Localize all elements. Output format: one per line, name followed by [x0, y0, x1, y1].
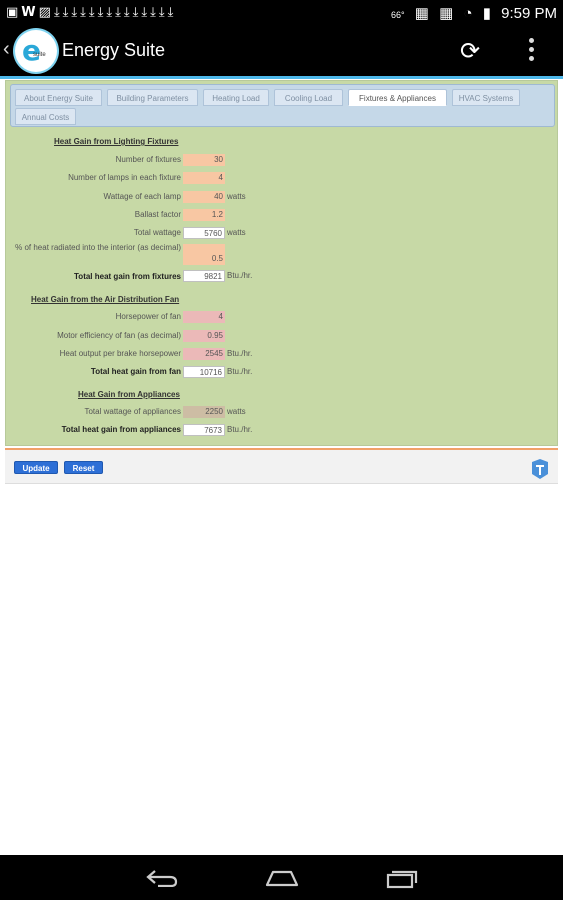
tab-heating-load[interactable]: Heating Load — [203, 89, 269, 106]
overflow-menu-icon[interactable] — [527, 36, 535, 64]
label-heat-output-bhp: Heat output per brake horsepower — [59, 349, 181, 358]
logo-letter: e — [22, 34, 41, 67]
output-total-heat-fixtures: 9821 — [183, 270, 225, 282]
output-total-heat-fan: 10716 — [183, 366, 225, 378]
calendar-icon: ▦ — [439, 5, 454, 22]
nav-back-icon[interactable] — [146, 869, 178, 887]
input-lamp-wattage[interactable]: 40 — [183, 191, 225, 203]
brand-logo-icon — [532, 459, 548, 479]
tab-hvac-systems[interactable]: HVAC Systems — [452, 89, 520, 106]
unit-appliance-wattage: watts — [227, 407, 246, 416]
input-fan-horsepower[interactable]: 4 — [183, 311, 225, 323]
battery-icon: ▮ — [482, 5, 491, 22]
image-icon: ▨ — [38, 5, 54, 20]
app-title: Energy Suite — [62, 40, 166, 60]
logo-subtext: suite — [33, 52, 46, 58]
unit-heat-output-bhp: Btu./hr. — [227, 349, 253, 358]
tab-about-energy-suite[interactable]: About Energy Suite — [15, 89, 102, 106]
update-button[interactable]: Update — [14, 461, 58, 474]
label-lamp-wattage: Wattage of each lamp — [103, 192, 181, 201]
tab-bar: About Energy Suite Building Parameters H… — [10, 84, 555, 127]
label-motor-efficiency: Motor efficiency of fan (as decimal) — [57, 331, 181, 340]
label-fan-horsepower: Horsepower of fan — [115, 312, 181, 321]
notification-icons: ▣W▨⤓⤓⤓⤓⤓⤓⤓⤓⤓⤓⤓⤓⤓⤓ — [6, 5, 176, 20]
label-heat-radiated: % of heat radiated into the interior (as… — [15, 243, 181, 252]
action-bar: ‹ e suite Energy Suite ⟳ — [0, 27, 563, 76]
unit-lamp-wattage: watts — [227, 192, 246, 201]
unit-total-heat-fixtures: Btu./hr. — [227, 271, 253, 280]
nav-home-icon[interactable] — [265, 869, 299, 887]
tab-annual-costs[interactable]: Annual Costs — [15, 108, 76, 125]
gallery-icon: ▣ — [6, 5, 22, 20]
fan-section-title: Heat Gain from the Air Distribution Fan — [31, 295, 180, 304]
download-icon: ⤓⤓⤓⤓⤓⤓⤓⤓⤓⤓⤓⤓⤓⤓ — [53, 5, 177, 20]
status-right: 66° ▦ ▦ ◔ ▮ 9:59 PM — [385, 4, 557, 22]
appliances-section-title: Heat Gain from Appliances — [78, 390, 180, 399]
button-area: Update Reset — [5, 450, 558, 484]
form-panel: About Energy Suite Building Parameters H… — [5, 80, 558, 446]
label-appliance-wattage: Total wattage of appliances — [84, 407, 181, 416]
input-number-of-fixtures[interactable]: 30 — [183, 154, 225, 166]
lighting-section-title: Heat Gain from Lighting Fixtures — [54, 137, 179, 146]
clock-text: 9:59 PM — [501, 5, 557, 22]
status-bar: ▣W▨⤓⤓⤓⤓⤓⤓⤓⤓⤓⤓⤓⤓⤓⤓ 66° ▦ ▦ ◔ ▮ 9:59 PM — [0, 0, 563, 27]
label-ballast-factor: Ballast factor — [134, 210, 181, 219]
nav-recents-icon[interactable] — [386, 869, 418, 889]
unit-total-wattage: watts — [227, 228, 246, 237]
sync-icon[interactable]: ⟳ — [460, 37, 481, 65]
label-total-heat-fan: Total heat gain from fan — [90, 367, 181, 376]
tab-building-parameters[interactable]: Building Parameters — [107, 89, 198, 106]
label-number-of-fixtures: Number of fixtures — [115, 155, 181, 164]
input-appliance-wattage[interactable]: 2250 — [183, 406, 225, 418]
back-icon[interactable]: ‹ — [3, 38, 10, 60]
calendar-icon: ▦ — [414, 5, 429, 22]
output-total-wattage: 5760 — [183, 227, 225, 239]
reset-button[interactable]: Reset — [64, 461, 103, 474]
label-total-heat-appliances: Total heat gain from appliances — [61, 425, 181, 434]
label-total-heat-fixtures: Total heat gain from fixtures — [74, 272, 181, 281]
navigation-bar — [0, 855, 563, 900]
app-logo[interactable]: e suite — [15, 30, 57, 72]
tab-cooling-load[interactable]: Cooling Load — [274, 89, 343, 106]
temperature-text: 66° — [390, 10, 405, 20]
panel-divider — [5, 448, 558, 450]
unit-total-heat-appliances: Btu./hr. — [227, 425, 253, 434]
input-motor-efficiency[interactable]: 0.95 — [183, 330, 225, 342]
input-heat-output-bhp[interactable]: 2545 — [183, 348, 225, 360]
label-lamps-per-fixture: Number of lamps in each fixture — [68, 173, 181, 182]
input-lamps-per-fixture[interactable]: 4 — [183, 172, 225, 184]
output-total-heat-appliances: 7673 — [183, 424, 225, 436]
input-heat-radiated[interactable]: 0.5 — [183, 244, 225, 265]
wifi-icon: ◔ — [463, 5, 473, 22]
label-total-wattage: Total wattage — [133, 228, 181, 237]
action-bar-divider — [0, 76, 563, 79]
unit-total-heat-fan: Btu./hr. — [227, 367, 253, 376]
tab-fixtures-appliances[interactable]: Fixtures & Appliances — [348, 89, 447, 106]
input-ballast-factor[interactable]: 1.2 — [183, 209, 225, 221]
w-icon: W — [21, 5, 39, 20]
